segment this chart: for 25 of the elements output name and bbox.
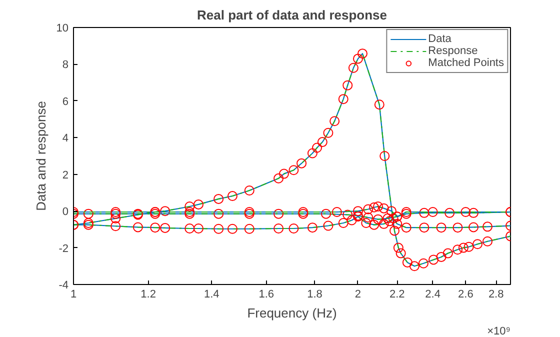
y-axis-title: Data and response (33, 101, 48, 211)
y-tick-label: 8 (62, 59, 69, 72)
y-tick-label: -4 (58, 280, 68, 292)
x-tick-label: 2.4 (425, 288, 440, 300)
x-tick-label: 2.6 (458, 288, 474, 300)
x-tick-label: 1.8 (307, 288, 322, 300)
chart-title: Real part of data and response (197, 8, 388, 22)
y-tick-label: 4 (62, 132, 69, 145)
text: ×10⁹ (487, 326, 511, 337)
x-tick-label: 1.2 (140, 288, 156, 300)
y-tick-label: 6 (62, 96, 69, 108)
x-tick-label: 1 (70, 288, 77, 300)
y-tick-label: 0 (62, 206, 69, 218)
x-axis-title: Frequency (Hz) (247, 306, 337, 320)
x-tick-label: 2.8 (488, 288, 504, 300)
legend-label: Data (428, 33, 452, 45)
x-tick-label: 2.2 (389, 288, 405, 300)
x-tick-label: 2 (354, 288, 362, 300)
x-tick-label: 1.6 (258, 288, 274, 300)
y-tick-label: 2 (62, 169, 69, 182)
y-tick-label: -2 (58, 242, 68, 255)
y-tick-label: 10 (56, 22, 69, 34)
legend-label: Matched Points (428, 57, 504, 69)
legend-label: Response (428, 45, 478, 57)
x-tick-label: 1.4 (204, 288, 220, 300)
